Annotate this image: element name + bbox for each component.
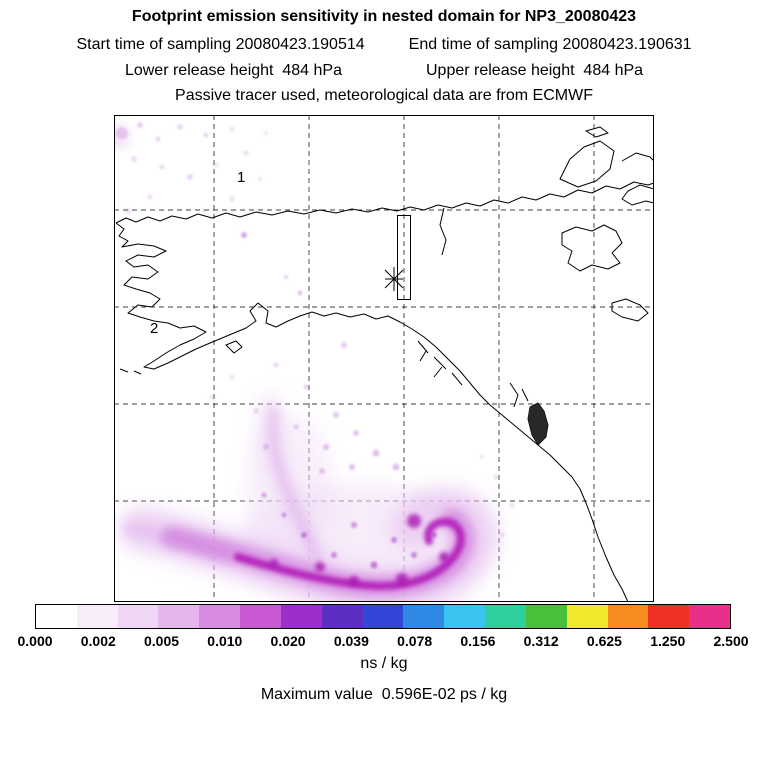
colorbar-segment — [36, 605, 77, 628]
haida-gwaii-islands — [509, 382, 529, 408]
colorbar-segment — [525, 605, 567, 628]
start-time-text: Start time of sampling 20080423.190514 — [76, 36, 365, 53]
banks-island — [559, 140, 615, 188]
great-slave-lake — [611, 298, 649, 322]
colorbar — [35, 604, 731, 629]
colorbar-segment — [566, 605, 608, 628]
colorbar-segment — [403, 605, 445, 628]
kodiak-island — [225, 340, 243, 354]
lower-release-text: Lower release height 484 hPa — [124, 62, 342, 79]
colorbar-segment — [240, 605, 281, 628]
map-canvas: 1 2 — [114, 115, 654, 602]
tracer-line: Passive tracer used, meteorological data… — [0, 87, 768, 105]
map-border — [114, 115, 654, 602]
colorbar-units: ns / kg — [0, 655, 768, 673]
colorbar-segment — [280, 605, 322, 628]
small-arctic-island — [585, 126, 609, 138]
colorbar-tick-label: 0.002 — [80, 633, 116, 649]
sampling-times-line: Start time of sampling 20080423.190514 E… — [0, 36, 768, 54]
colorbar-tick-label: 0.625 — [586, 633, 622, 649]
colorbar-tick-label: 0.156 — [460, 633, 496, 649]
release-point-marker — [384, 267, 404, 291]
colorbar-segment — [648, 605, 690, 628]
plume-core-knots — [270, 514, 449, 586]
map-figure: 1 2 — [114, 115, 654, 602]
units-text: ns / kg — [360, 655, 408, 672]
release-heights-line: Lower release height 484 hPa Upper relea… — [0, 62, 768, 80]
plume-speckles — [116, 122, 515, 538]
max-value-line: Maximum value 0.596E-02 ps / kg — [0, 686, 768, 704]
colorbar-segment — [117, 605, 159, 628]
colorbar-tick-label: 0.020 — [270, 633, 306, 649]
colorbar-segment — [321, 605, 363, 628]
colorbar-tick-label: 0.005 — [144, 633, 180, 649]
arctic-coastline — [115, 181, 654, 224]
end-time-text: End time of sampling 20080423.190631 — [408, 36, 692, 53]
plume-texture-speckles — [261, 492, 437, 569]
coastline — [115, 126, 654, 602]
colorbar-tick-label: 0.010 — [207, 633, 243, 649]
colorbar-tick-label: 0.078 — [397, 633, 433, 649]
plot-title-text: Footprint emission sensitivity in nested… — [131, 8, 637, 25]
colorbar-segment — [485, 605, 526, 628]
vancouver-island — [527, 402, 549, 446]
great-bear-lake — [561, 224, 623, 272]
colorbar-tick-label: 1.250 — [650, 633, 686, 649]
colorbar-tick-label: 0.000 — [17, 633, 53, 649]
colorbar-segment — [444, 605, 486, 628]
colorbar-segment — [689, 605, 731, 628]
victoria-island — [621, 152, 654, 206]
max-value-text: Maximum value 0.596E-02 ps / kg — [260, 686, 508, 703]
pacific-coastline — [115, 222, 629, 602]
panhandle-islands — [417, 340, 463, 386]
nested-domain-box — [397, 215, 411, 300]
colorbar-segment — [607, 605, 649, 628]
colorbar-tick-label: 0.039 — [333, 633, 369, 649]
colorbar-segment — [199, 605, 241, 628]
colorbar-tick-label: 2.500 — [713, 633, 749, 649]
aleutian-islands — [119, 368, 142, 375]
mackenzie-river — [439, 207, 447, 256]
region-label-1: 1 — [237, 169, 245, 186]
colorbar-tick-label: 0.312 — [523, 633, 559, 649]
colorbar-segment — [76, 605, 118, 628]
colorbar-segment — [158, 605, 200, 628]
region-label-2: 2 — [150, 320, 158, 337]
tracer-text: Passive tracer used, meteorological data… — [175, 87, 593, 104]
page-title: Footprint emission sensitivity in nested… — [0, 8, 768, 26]
colorbar-segment — [362, 605, 404, 628]
colorbar-ticks: 0.000 0.002 0.005 0.010 0.020 0.039 0.078 0.156… — [17, 633, 748, 650]
upper-release-text: Upper release height 484 hPa — [426, 62, 644, 79]
emission-plume — [114, 122, 515, 602]
